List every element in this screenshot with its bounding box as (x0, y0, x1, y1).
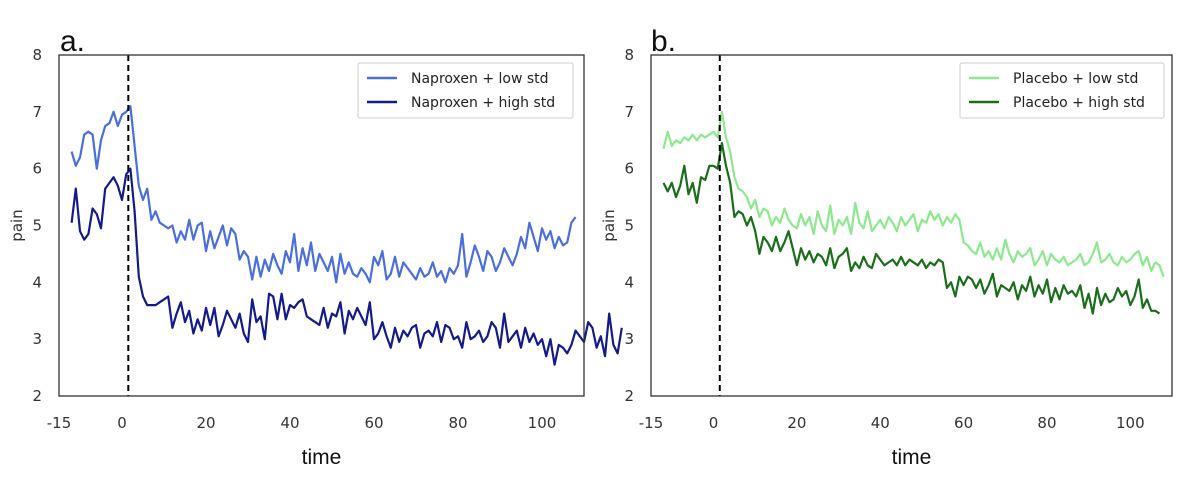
x-tick-label: -15 (47, 414, 72, 432)
x-tick-label: 0 (709, 414, 719, 432)
legend-box (357, 62, 574, 119)
y-axis-label: pain (600, 209, 618, 241)
legend-label-2: Placebo + high std (1013, 95, 1145, 111)
legend-label-1: Placebo + low std (1013, 71, 1138, 87)
panel-label: b. (651, 25, 676, 58)
x-tick-label: 80 (1037, 414, 1056, 432)
x-tick-label: 100 (1116, 414, 1145, 432)
series-line-2 (70, 167, 623, 366)
x-tick-label: 60 (954, 414, 973, 432)
x-axis-label: time (892, 446, 932, 469)
series-line-1 (70, 105, 577, 284)
legend: Naproxen + low std Naproxen + high std (357, 62, 574, 119)
panel-label: a. (60, 25, 85, 58)
y-tick-label: 5 (32, 217, 42, 235)
legend-label-1: Naproxen + low std (411, 71, 549, 87)
y-tick-label: 6 (32, 160, 42, 178)
legend: Placebo + low std Placebo + high std (959, 62, 1165, 119)
chart-panel-1: 2 3 4 5 6 7 8 -15 0 20 40 60 80 100 pain time a. Naproxen… (8, 25, 623, 469)
y-tick-label: 6 (624, 160, 634, 178)
x-tick-label: 20 (196, 414, 215, 432)
legend-label-2: Naproxen + high std (411, 95, 555, 111)
legend-box (959, 62, 1165, 119)
series-line-1 (662, 110, 1165, 278)
y-tick-label: 4 (32, 273, 42, 291)
plot-frame (58, 54, 585, 397)
x-tick-label: 20 (787, 414, 806, 432)
y-tick-label: 8 (32, 46, 42, 64)
y-tick-label: 7 (32, 103, 42, 121)
x-tick-label: 0 (117, 414, 127, 432)
x-tick-label: 40 (871, 414, 890, 432)
plot-frame (650, 54, 1173, 397)
y-tick-label: 7 (624, 103, 634, 121)
series-line-2 (662, 142, 1161, 315)
y-tick-label: 2 (624, 387, 634, 405)
chart-panel-2: 2 3 4 5 6 7 8 -15 0 20 40 60 80 100 pain time b. Placebo … (600, 25, 1173, 469)
y-tick-label: 4 (624, 273, 634, 291)
x-tick-label: 60 (364, 414, 383, 432)
y-tick-label: 3 (624, 330, 634, 348)
y-axis-label: pain (8, 209, 26, 241)
x-tick-label: -15 (639, 414, 664, 432)
y-tick-label: 5 (624, 217, 634, 235)
x-axis-label: time (302, 446, 342, 469)
x-tick-label: 80 (448, 414, 467, 432)
y-tick-label: 3 (32, 330, 42, 348)
x-tick-label: 100 (528, 414, 557, 432)
y-tick-label: 8 (624, 46, 634, 64)
x-tick-label: 40 (280, 414, 299, 432)
y-tick-label: 2 (32, 387, 42, 405)
